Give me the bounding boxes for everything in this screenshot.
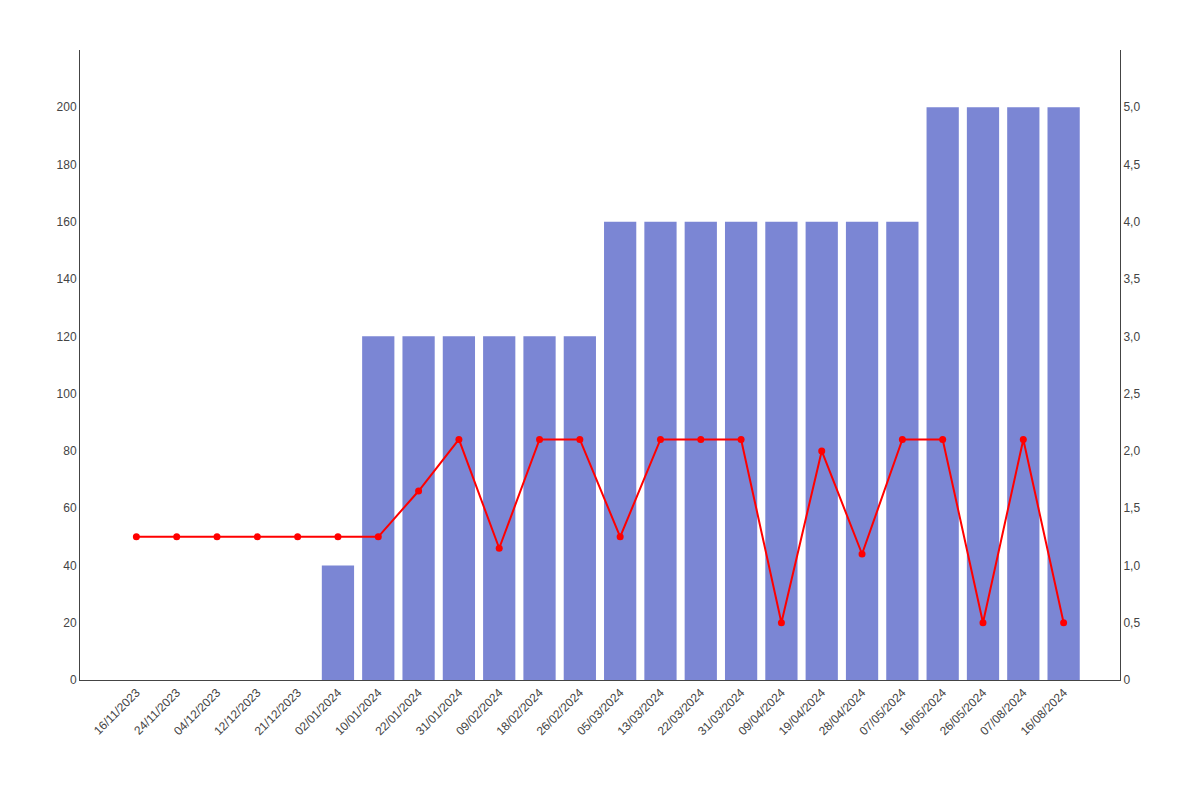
svg-text:3,0: 3,0 (1123, 330, 1140, 344)
svg-text:4,0: 4,0 (1123, 215, 1140, 229)
svg-text:22/01/2024: 22/01/2024 (373, 686, 426, 739)
svg-text:40: 40 (63, 559, 77, 573)
svg-text:02/01/2024: 02/01/2024 (292, 686, 345, 739)
svg-text:21/12/2023: 21/12/2023 (252, 686, 305, 739)
svg-text:4,5: 4,5 (1123, 158, 1140, 172)
svg-text:26/02/2024: 26/02/2024 (534, 686, 587, 739)
svg-text:0,5: 0,5 (1123, 616, 1140, 630)
svg-text:3,5: 3,5 (1123, 272, 1140, 286)
svg-text:180: 180 (57, 158, 77, 172)
svg-text:22/03/2024: 22/03/2024 (655, 686, 708, 739)
svg-text:5,0: 5,0 (1123, 100, 1140, 114)
svg-text:07/08/2024: 07/08/2024 (977, 686, 1030, 739)
svg-text:20: 20 (63, 616, 77, 630)
svg-text:24/11/2023: 24/11/2023 (131, 686, 183, 738)
svg-text:12/12/2023: 12/12/2023 (211, 686, 264, 739)
svg-text:19/04/2024: 19/04/2024 (776, 686, 829, 739)
svg-text:31/03/2024: 31/03/2024 (695, 686, 748, 739)
svg-text:07/05/2024: 07/05/2024 (856, 686, 909, 739)
svg-text:80: 80 (63, 444, 77, 458)
svg-text:60: 60 (63, 501, 77, 515)
svg-text:04/12/2023: 04/12/2023 (171, 686, 224, 739)
svg-text:13/03/2024: 13/03/2024 (614, 686, 667, 739)
svg-text:05/03/2024: 05/03/2024 (574, 686, 627, 739)
svg-text:16/11/2023: 16/11/2023 (91, 686, 143, 738)
svg-text:2,0: 2,0 (1123, 444, 1140, 458)
svg-text:140: 140 (57, 272, 77, 286)
svg-text:120: 120 (57, 330, 77, 344)
svg-text:100: 100 (57, 387, 77, 401)
svg-text:2,5: 2,5 (1123, 387, 1140, 401)
svg-text:18/02/2024: 18/02/2024 (494, 686, 547, 739)
svg-text:09/02/2024: 09/02/2024 (453, 686, 506, 739)
svg-text:28/04/2024: 28/04/2024 (816, 686, 869, 739)
svg-text:26/05/2024: 26/05/2024 (937, 686, 990, 739)
svg-text:0: 0 (1123, 673, 1130, 687)
svg-text:1,5: 1,5 (1123, 501, 1140, 515)
svg-text:16/05/2024: 16/05/2024 (897, 686, 950, 739)
svg-text:16/08/2024: 16/08/2024 (1018, 686, 1071, 739)
svg-text:160: 160 (57, 215, 77, 229)
svg-text:0: 0 (70, 673, 77, 687)
svg-text:10/01/2024: 10/01/2024 (332, 686, 385, 739)
svg-text:200: 200 (57, 100, 77, 114)
svg-text:1,0: 1,0 (1123, 559, 1140, 573)
svg-text:31/01/2024: 31/01/2024 (413, 686, 466, 739)
svg-text:09/04/2024: 09/04/2024 (735, 686, 788, 739)
